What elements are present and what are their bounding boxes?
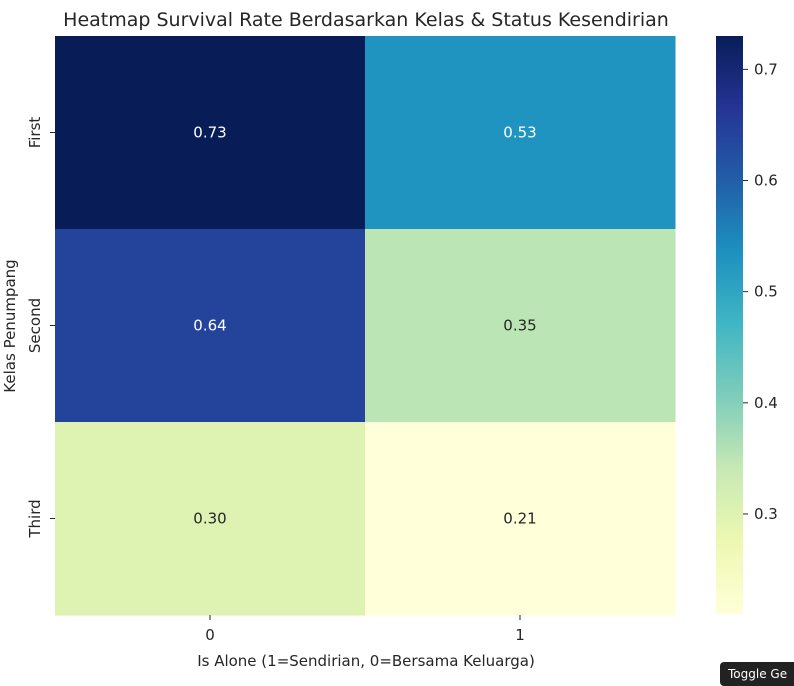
y-tick-label: Second <box>26 298 44 353</box>
colorbar-ticks: 0.3 0.4 0.5 0.6 0.7 <box>743 60 778 523</box>
heatmap-cells <box>55 36 676 616</box>
heatmap-cell <box>365 422 676 616</box>
heatmap-cell <box>55 422 366 616</box>
heatmap-cell <box>365 36 676 230</box>
heatmap-annotations: 0.73 0.53 0.64 0.35 0.30 0.21 <box>193 124 536 528</box>
cell-label: 0.30 <box>193 510 226 528</box>
cell-label: 0.64 <box>193 317 226 335</box>
x-tick-label: 0 <box>205 626 215 644</box>
cell-label: 0.21 <box>503 510 536 528</box>
toggle-button[interactable]: Toggle Ge <box>720 662 794 686</box>
colorbar-tick-label: 0.7 <box>754 60 778 78</box>
colorbar <box>716 36 743 614</box>
y-tick-label: First <box>26 117 44 149</box>
heatmap-cell <box>55 229 366 423</box>
cell-label: 0.53 <box>503 124 536 142</box>
y-axis: First Second Third <box>26 117 55 539</box>
colorbar-tick-label: 0.4 <box>754 394 778 412</box>
y-axis-label: Kelas Penumpang <box>1 259 19 392</box>
heatmap-cell <box>55 36 366 230</box>
colorbar-tick-label: 0.6 <box>754 172 778 190</box>
chart-title: Heatmap Survival Rate Berdasarkan Kelas … <box>63 9 669 31</box>
x-axis-label: Is Alone (1=Sendirian, 0=Bersama Keluarg… <box>197 652 535 670</box>
y-tick-label: Third <box>26 499 44 538</box>
colorbar-tick-label: 0.5 <box>754 283 778 301</box>
x-tick-label: 1 <box>515 626 525 644</box>
colorbar-tick-label: 0.3 <box>754 505 778 523</box>
heatmap-cell <box>365 229 676 423</box>
cell-label: 0.35 <box>503 317 536 335</box>
cell-label: 0.73 <box>193 124 226 142</box>
